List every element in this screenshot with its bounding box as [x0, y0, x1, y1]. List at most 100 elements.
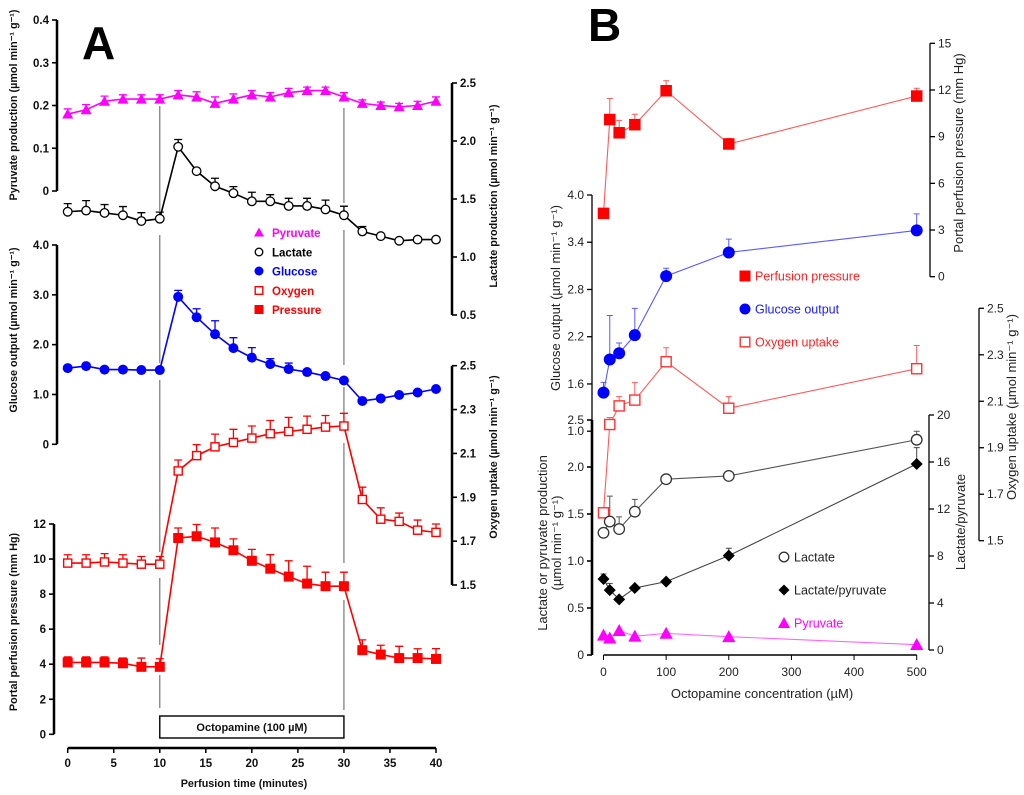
- data-point-pyruvate: [375, 100, 387, 110]
- x-tick-label: 500: [907, 665, 927, 679]
- data-point-pyruvate: [117, 93, 129, 104]
- y-tick-label: 1.0: [460, 252, 476, 264]
- legend-marker-icon: [739, 303, 751, 315]
- y-tick-label: 15: [938, 36, 952, 50]
- data-point-oxygen: [62, 558, 73, 568]
- y-tick-label: 0.2: [33, 101, 49, 113]
- data-point-lactate: [613, 523, 626, 535]
- x-tick-label: 20: [245, 758, 258, 770]
- data-point-pressure: [431, 653, 441, 664]
- data-point-glucose: [210, 329, 221, 340]
- y-tick-label: 3.4: [567, 235, 584, 249]
- y-axis-title: Portal perfusion pressure (mm Hg): [8, 533, 20, 712]
- legend-entry: Oxygen: [254, 286, 314, 298]
- y-tick-label: 0: [577, 648, 584, 662]
- legend-label: Pressure: [272, 305, 321, 317]
- data-point-lactate: [246, 196, 257, 207]
- y-tick-label: 2.1: [460, 448, 477, 460]
- data-point-pressure: [62, 657, 73, 668]
- data-point-pressure: [246, 555, 257, 566]
- y-axis-pressure: 0 2 4 6 8 10 12 Portal perfusion pressure (mm H…: [8, 519, 56, 741]
- data-point-pressure: [265, 563, 276, 574]
- data-point-lactate: [338, 210, 349, 221]
- data-point-glucose: [320, 371, 331, 382]
- data-point-oxygen: [376, 514, 386, 524]
- y-tick-label: 2.0: [460, 136, 476, 148]
- data-point-glucose: [246, 352, 257, 363]
- y-tick-label: 0: [40, 729, 46, 741]
- data-point-oxygen: [99, 557, 110, 567]
- x-tick-label: 30: [338, 758, 351, 770]
- data-point-lactate: [320, 204, 331, 215]
- data-point-lactate: [603, 515, 616, 528]
- y-tick-label: 4.0: [33, 240, 49, 252]
- series-pyruvate: [62, 85, 442, 119]
- y-axis-pyruvate: 0 0.1 0.2 0.3 0.4 Pyruvate production (µmol m…: [8, 9, 59, 200]
- data-point-pyruvate: [393, 101, 405, 112]
- data-point-pressure: [81, 657, 92, 668]
- y-tick-label: 0: [43, 186, 49, 198]
- series-pressure: [62, 523, 441, 672]
- data-point-oxygen: [81, 558, 91, 568]
- y-tick-label: 2.1: [987, 394, 1004, 408]
- data-point-perfusion-pressure: [597, 207, 610, 220]
- data-point-lactate: [431, 234, 441, 245]
- y-tick-label: 1.7: [460, 536, 476, 548]
- y-tick-label: 0: [937, 643, 944, 657]
- data-point-oxygen: [265, 428, 276, 439]
- data-point-lactate: [117, 210, 128, 221]
- y-tick-label: 1.9: [460, 492, 476, 504]
- data-point-glucose: [99, 364, 110, 375]
- data-point-glucose: [81, 361, 92, 372]
- data-point-pyruvate: [62, 108, 74, 119]
- panel-letter: A: [82, 17, 115, 69]
- data-point-oxygen: [357, 494, 368, 505]
- data-point-glucose: [302, 367, 313, 378]
- y-axis-title: Lactate or pyruvate production: [535, 455, 550, 631]
- y-tick-label: 16: [937, 455, 951, 469]
- legend-marker-icon: [778, 584, 790, 596]
- data-point-glucose: [357, 395, 368, 406]
- data-point-pyruvate: [612, 623, 626, 636]
- legend-marker-icon: [254, 266, 264, 276]
- data-point-pyruvate: [227, 93, 239, 104]
- x-tick-label: 5: [111, 758, 118, 770]
- y-axis-title: (µmol min⁻¹ g⁻¹): [549, 496, 564, 591]
- data-point-lactate: [191, 166, 202, 177]
- data-point-lactate: [99, 207, 110, 218]
- series-lactate-pyruvate: [597, 447, 923, 606]
- data-point-pressure: [394, 653, 405, 664]
- data-point-glucose-output: [660, 270, 673, 283]
- y-tick-label: 0.3: [33, 58, 49, 70]
- data-point-pressure: [412, 653, 423, 664]
- legend-entry: Oxygen uptake: [739, 336, 839, 350]
- y-axis-title: Lactate/pyruvate: [953, 474, 968, 570]
- y-tick-label: 1.0: [567, 424, 584, 438]
- data-point-pyruvate: [301, 85, 313, 96]
- y-tick-label: 1.5: [567, 507, 584, 521]
- legend-marker-icon: [254, 247, 264, 257]
- data-point-perfusion-pressure: [613, 127, 625, 139]
- data-point-pyruvate: [191, 91, 203, 102]
- data-point-glucose: [375, 393, 386, 404]
- x-tick-label: 400: [844, 665, 864, 679]
- y-tick-label: 10: [33, 554, 46, 566]
- data-point-oxygen-uptake: [723, 402, 735, 414]
- data-point-pressure: [173, 533, 184, 544]
- y-axis-glucose: 0 1.0 2.0 3.0 4.0 Glucose output (µmol min⁻¹ …: [8, 240, 59, 451]
- legend-marker-icon: [777, 616, 791, 628]
- y-axis-pressure: 0 3 6 9 12 15 Portal perfusion pressure (mm Hg…: [929, 36, 966, 284]
- y-tick-label: 6: [938, 176, 945, 190]
- y-tick-label: 2.2: [567, 330, 584, 344]
- data-point-lactate: [283, 201, 294, 211]
- data-point-pyruvate: [338, 91, 350, 102]
- data-point-pyruvate: [910, 638, 924, 651]
- data-point-glucose: [154, 365, 165, 376]
- data-point-pyruvate: [722, 630, 736, 643]
- y-axis-oxygen: 1.5 1.7 1.9 2.1 2.3 2.5 Oxygen uptake (µmol mi…: [450, 361, 500, 592]
- y-tick-label: 3: [938, 223, 945, 237]
- treatment-box: [159, 715, 345, 739]
- series-line-perfusion-pressure: [602, 89, 917, 214]
- data-point-lactate: [210, 181, 220, 192]
